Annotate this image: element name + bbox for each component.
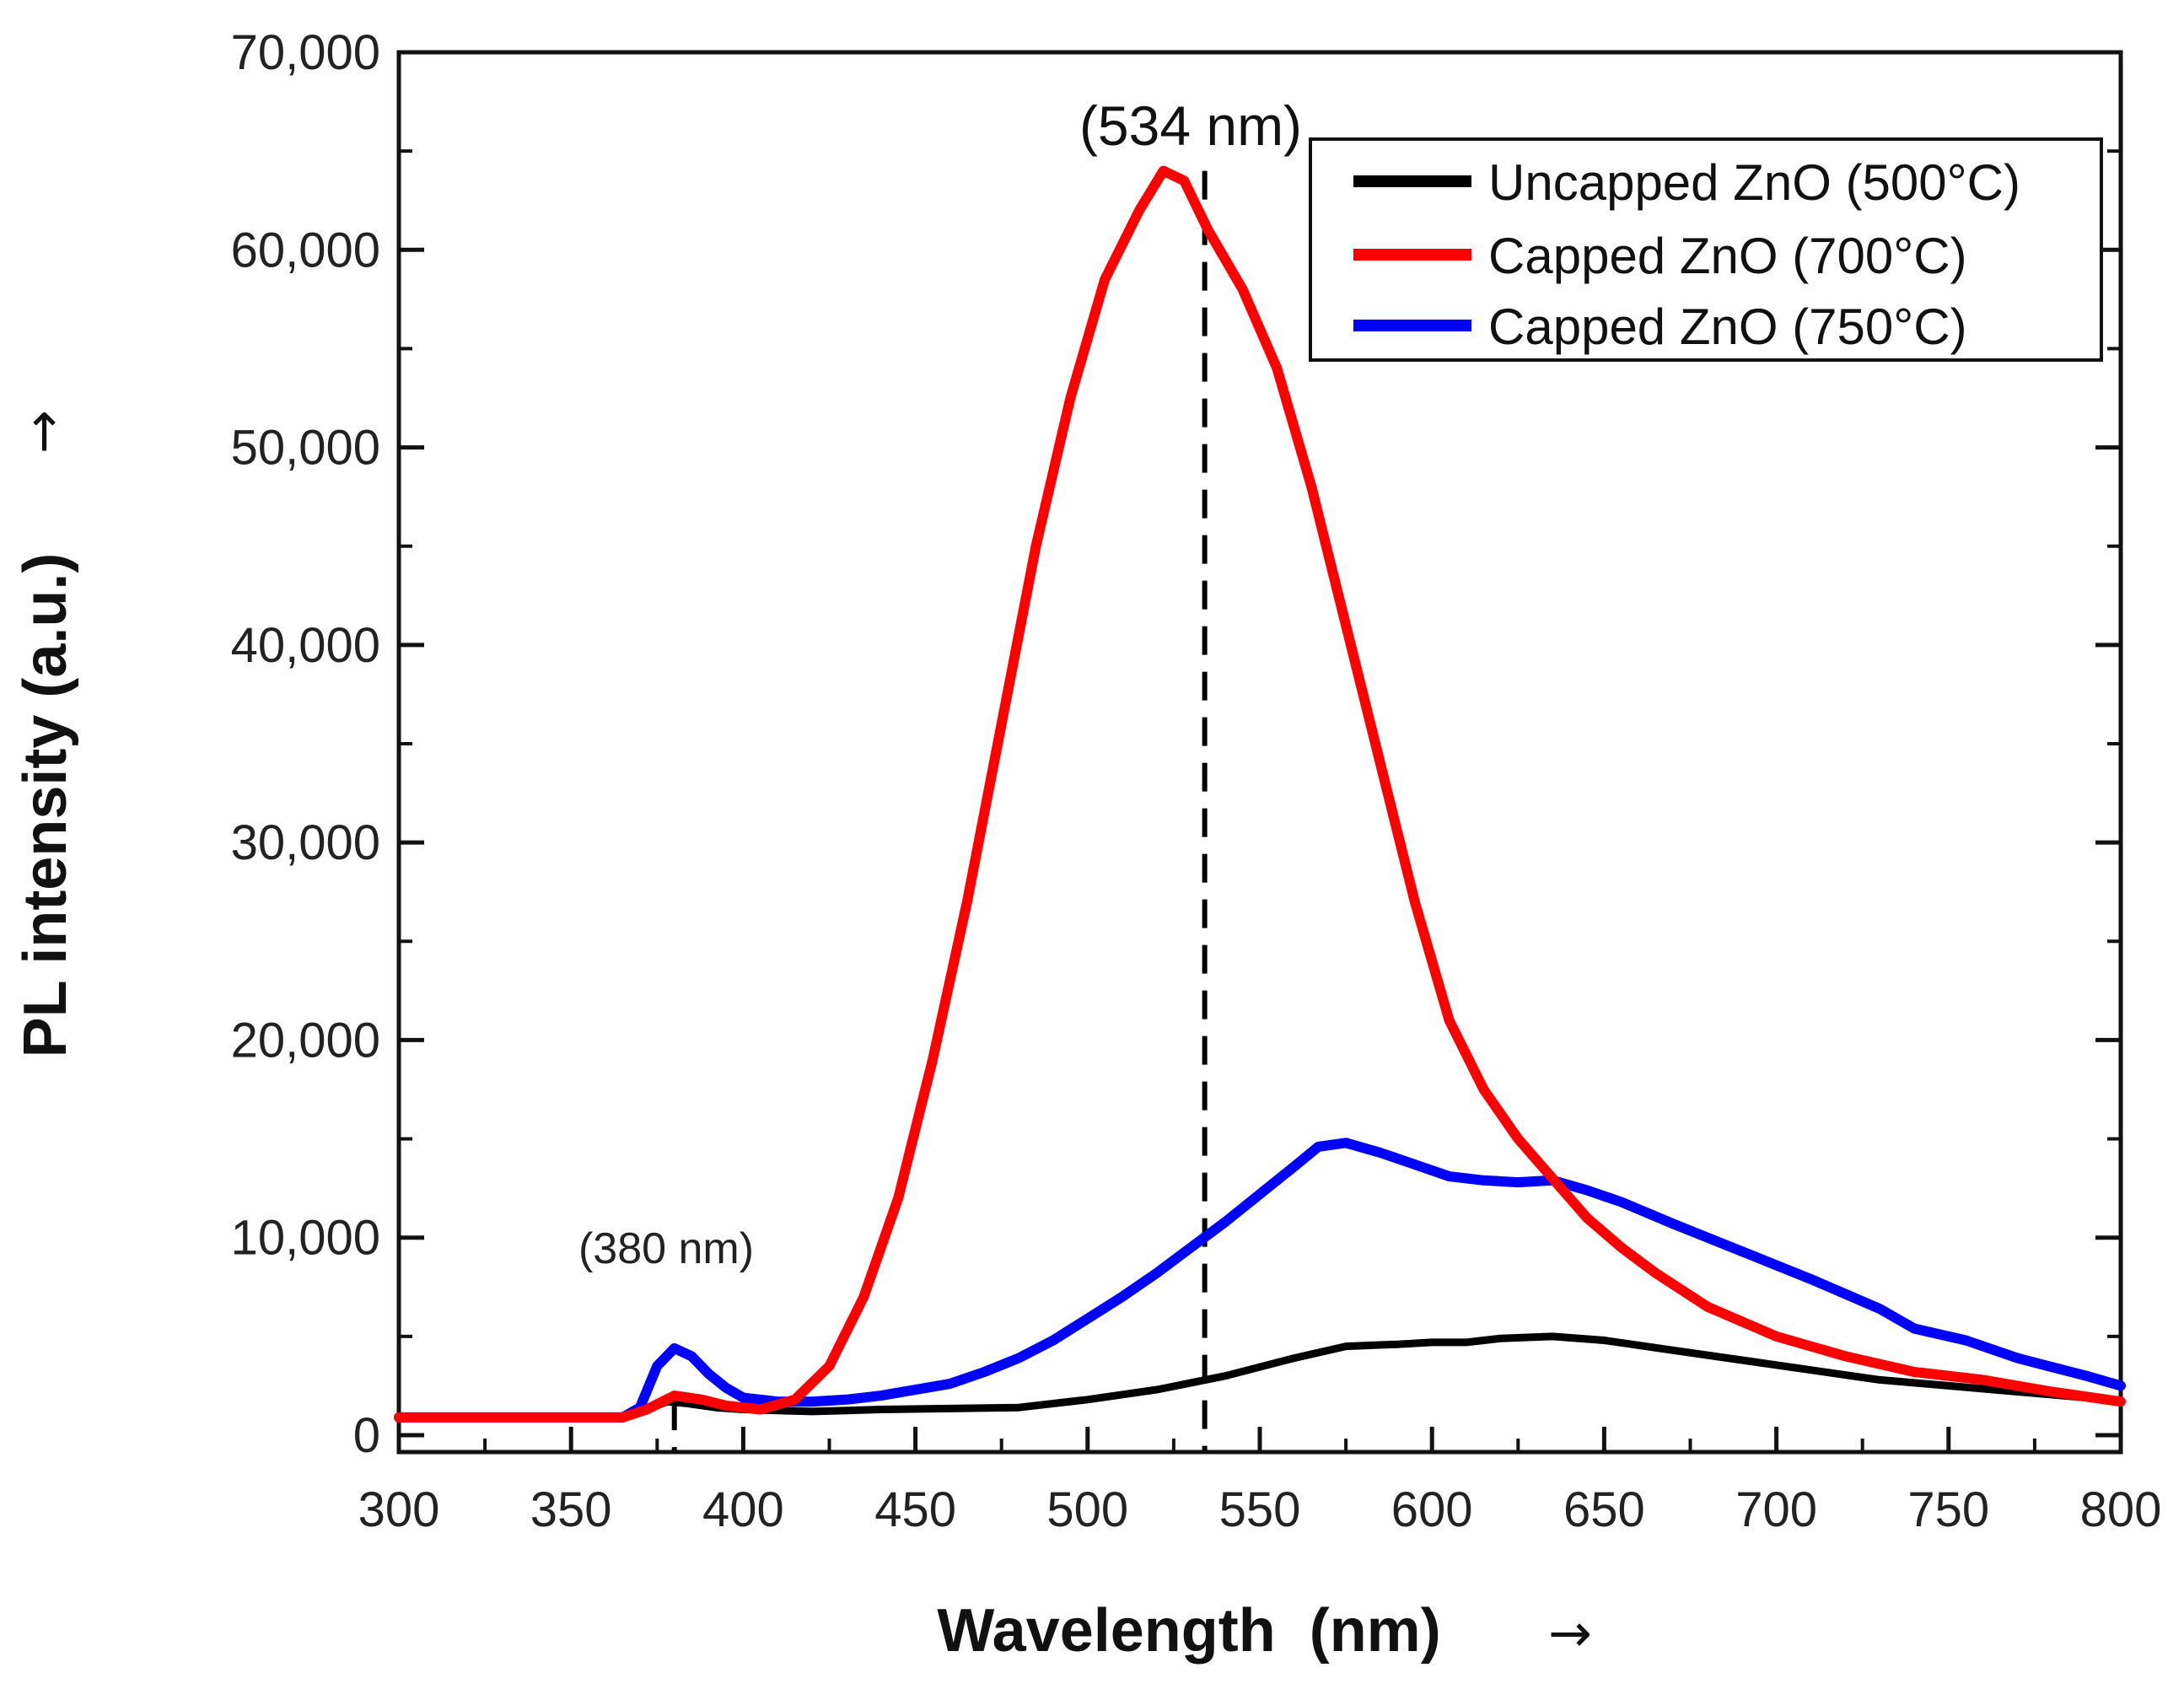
x-tick-label: 300 <box>358 1482 440 1537</box>
x-axis-arrow: → <box>1548 1602 1592 1664</box>
x-tick-label: 750 <box>1907 1482 1989 1537</box>
x-axis-ticks: 300 350 400 450 500 550 600 650 700 750 800 <box>358 1427 2162 1537</box>
y-tick-label: 0 <box>353 1408 380 1463</box>
x-tick-label: 650 <box>1563 1482 1645 1537</box>
legend-label-uncapped: Uncapped ZnO (500°C) <box>1488 154 2020 211</box>
legend-label-capped-700: Capped ZnO (700°C) <box>1488 228 1967 284</box>
x-tick-label: 450 <box>874 1482 956 1537</box>
y-tick-label: 50,000 <box>231 421 380 476</box>
y-tick-label: 40,000 <box>231 618 380 673</box>
y-tick-label: 30,000 <box>231 815 380 870</box>
y-axis-ticks: 0 10,000 20,000 30,000 40,000 50,000 60,000 70,… <box>231 25 2121 1463</box>
annotation-534nm: (534 nm) <box>1079 94 1302 157</box>
annotation-380nm: (380 nm) <box>578 1224 754 1273</box>
y-tick-label: 70,000 <box>231 25 380 80</box>
series-lines <box>394 165 2126 1423</box>
series-line-2 <box>394 1138 2126 1423</box>
legend: Uncapped ZnO (500°C) Capped ZnO (700°C) … <box>1309 137 2103 362</box>
x-tick-label: 600 <box>1391 1482 1473 1537</box>
y-axis-title: PL intensity (a.u.) <box>12 553 79 1058</box>
x-tick-label: 550 <box>1219 1482 1301 1537</box>
y-axis-arrow: → <box>12 410 73 454</box>
x-tick-label: 350 <box>530 1482 612 1537</box>
x-tick-label: 700 <box>1735 1482 1817 1537</box>
y-tick-label: 10,000 <box>231 1211 380 1266</box>
x-tick-label: 500 <box>1046 1482 1128 1537</box>
legend-label-capped-750: Capped ZnO (750°C) <box>1488 299 1967 355</box>
y-tick-label: 60,000 <box>231 223 380 277</box>
series-line-1 <box>394 165 2126 1423</box>
x-tick-label: 800 <box>2080 1482 2162 1537</box>
y-tick-label: 20,000 <box>231 1013 380 1068</box>
x-axis-title: Wavelength (nm) <box>937 1597 1440 1665</box>
x-tick-label: 400 <box>702 1482 784 1537</box>
